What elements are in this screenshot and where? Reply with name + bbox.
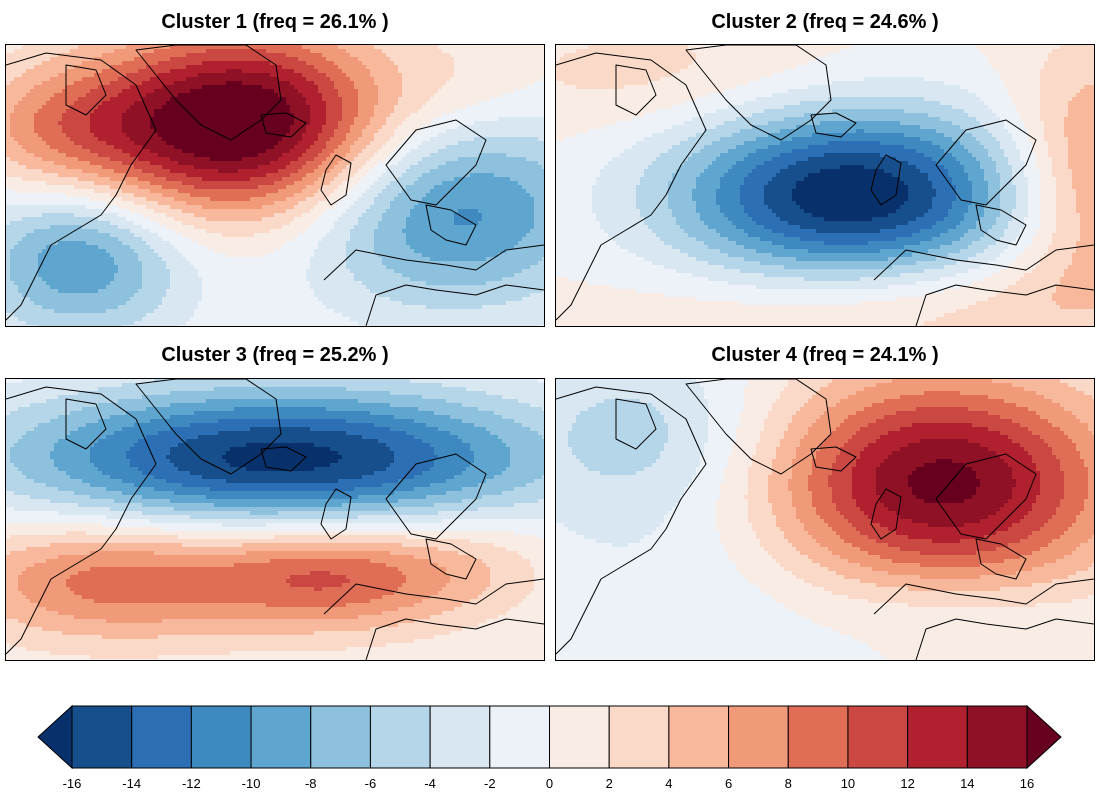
coastline-path xyxy=(385,119,487,206)
coastline-path xyxy=(935,119,1037,206)
coastline-path xyxy=(6,52,157,321)
coastline-outlines xyxy=(556,379,1094,660)
colorbar-tick-label: 6 xyxy=(725,776,732,791)
colorbar-bin xyxy=(907,705,968,769)
colorbar-tick-label: -2 xyxy=(484,776,496,791)
coastline-path xyxy=(135,45,282,141)
coastline-path xyxy=(320,488,352,540)
map-canvas-2 xyxy=(556,45,1094,326)
anomaly-field-layer xyxy=(6,379,544,660)
cluster-map-3 xyxy=(5,378,545,661)
coastline-path xyxy=(915,284,1094,326)
colorbar-bin xyxy=(966,705,1028,769)
coastline-outlines xyxy=(6,45,544,326)
colorbar-bin xyxy=(549,705,610,769)
map-canvas-4 xyxy=(556,379,1094,660)
colorbar-tick-label: -10 xyxy=(242,776,261,791)
colorbar-bin xyxy=(190,705,252,769)
coastline-path xyxy=(873,578,1094,615)
colorbar-bin xyxy=(728,705,789,769)
anomaly-field-layer xyxy=(556,379,1094,660)
coastline-path xyxy=(935,453,1037,540)
colorbar-bin xyxy=(71,705,133,769)
coastline-path xyxy=(615,64,657,116)
panel-title-2: Cluster 2 (freq = 24.6% ) xyxy=(555,10,1095,34)
panel-title-3: Cluster 3 (freq = 25.2% ) xyxy=(5,343,545,367)
colorbar-tick-label: 10 xyxy=(841,776,855,791)
colorbar-tick-label: -14 xyxy=(122,776,141,791)
coastline-path xyxy=(365,284,544,326)
colorbar-tick-label: -4 xyxy=(424,776,436,791)
colorbar: -16 -14 -12 -10 -8 -6 -4 -2 0 2 4 6 8 10 12 14 16 xyxy=(37,704,1062,791)
colorbar-blocks xyxy=(37,704,1062,770)
colorbar-tick-label: -8 xyxy=(305,776,317,791)
coastline-path xyxy=(685,45,832,141)
colorbar-tick-label: 16 xyxy=(1020,776,1034,791)
colorbar-bin xyxy=(429,705,491,769)
anomaly-field-layer xyxy=(556,45,1094,326)
coastline-path xyxy=(260,446,307,472)
colorbar-tick-label: -6 xyxy=(365,776,377,791)
anomaly-field-layer xyxy=(6,45,544,326)
colorbar-tick-label: 0 xyxy=(546,776,553,791)
cluster-map-1 xyxy=(5,44,545,327)
map-canvas-3 xyxy=(6,379,544,660)
coastline-path xyxy=(615,398,657,450)
coastline-path xyxy=(135,379,282,475)
colorbar-tick-label: -16 xyxy=(63,776,82,791)
colorbar-extension-low xyxy=(37,704,73,770)
coastline-path xyxy=(425,538,477,580)
colorbar-bin xyxy=(369,705,431,769)
coastline-outlines xyxy=(556,45,1094,326)
colorbar-bin xyxy=(310,705,371,769)
panel-title-4: Cluster 4 (freq = 24.1% ) xyxy=(555,343,1095,367)
coastline-path xyxy=(556,386,707,655)
coastline-path xyxy=(810,446,857,472)
map-canvas-1 xyxy=(6,45,544,326)
coastline-outlines xyxy=(6,379,544,660)
colorbar-bin xyxy=(787,705,849,769)
colorbar-tick-label: -12 xyxy=(182,776,201,791)
cluster-map-2 xyxy=(555,44,1095,327)
colorbar-tick-label: 12 xyxy=(900,776,914,791)
coastline-path xyxy=(320,154,352,206)
colorbar-bin xyxy=(668,705,730,769)
colorbar-bin xyxy=(250,705,312,769)
panel-title-1: Cluster 1 (freq = 26.1% ) xyxy=(5,10,545,34)
coastline-path xyxy=(323,244,544,281)
coastline-path xyxy=(65,64,107,116)
coastline-path xyxy=(385,453,487,540)
colorbar-tick-label: 8 xyxy=(785,776,792,791)
coastline-path xyxy=(425,204,477,246)
colorbar-tick-label: 2 xyxy=(606,776,613,791)
colorbar-bin xyxy=(489,705,550,769)
coastline-path xyxy=(810,112,857,138)
colorbar-ticks: -16 -14 -12 -10 -8 -6 -4 -2 0 2 4 6 8 10 12 14 16 xyxy=(63,776,1035,791)
coastline-path xyxy=(6,386,157,655)
coastline-path xyxy=(260,112,307,138)
colorbar-tick-label: 14 xyxy=(960,776,974,791)
coastline-path xyxy=(975,204,1027,246)
colorbar-extension-high xyxy=(1026,704,1062,770)
coastline-path xyxy=(975,538,1027,580)
colorbar-bin xyxy=(608,705,670,769)
coastline-path xyxy=(323,578,544,615)
coastline-path xyxy=(65,398,107,450)
coastline-path xyxy=(365,618,544,660)
cluster-map-4 xyxy=(555,378,1095,661)
coastline-path xyxy=(870,154,902,206)
coastline-path xyxy=(556,52,707,321)
colorbar-bin xyxy=(847,705,909,769)
colorbar-tick-label: 4 xyxy=(665,776,672,791)
coastline-path xyxy=(915,618,1094,660)
coastline-path xyxy=(870,488,902,540)
colorbar-bin xyxy=(131,705,192,769)
coastline-path xyxy=(685,379,832,475)
coastline-path xyxy=(873,244,1094,281)
